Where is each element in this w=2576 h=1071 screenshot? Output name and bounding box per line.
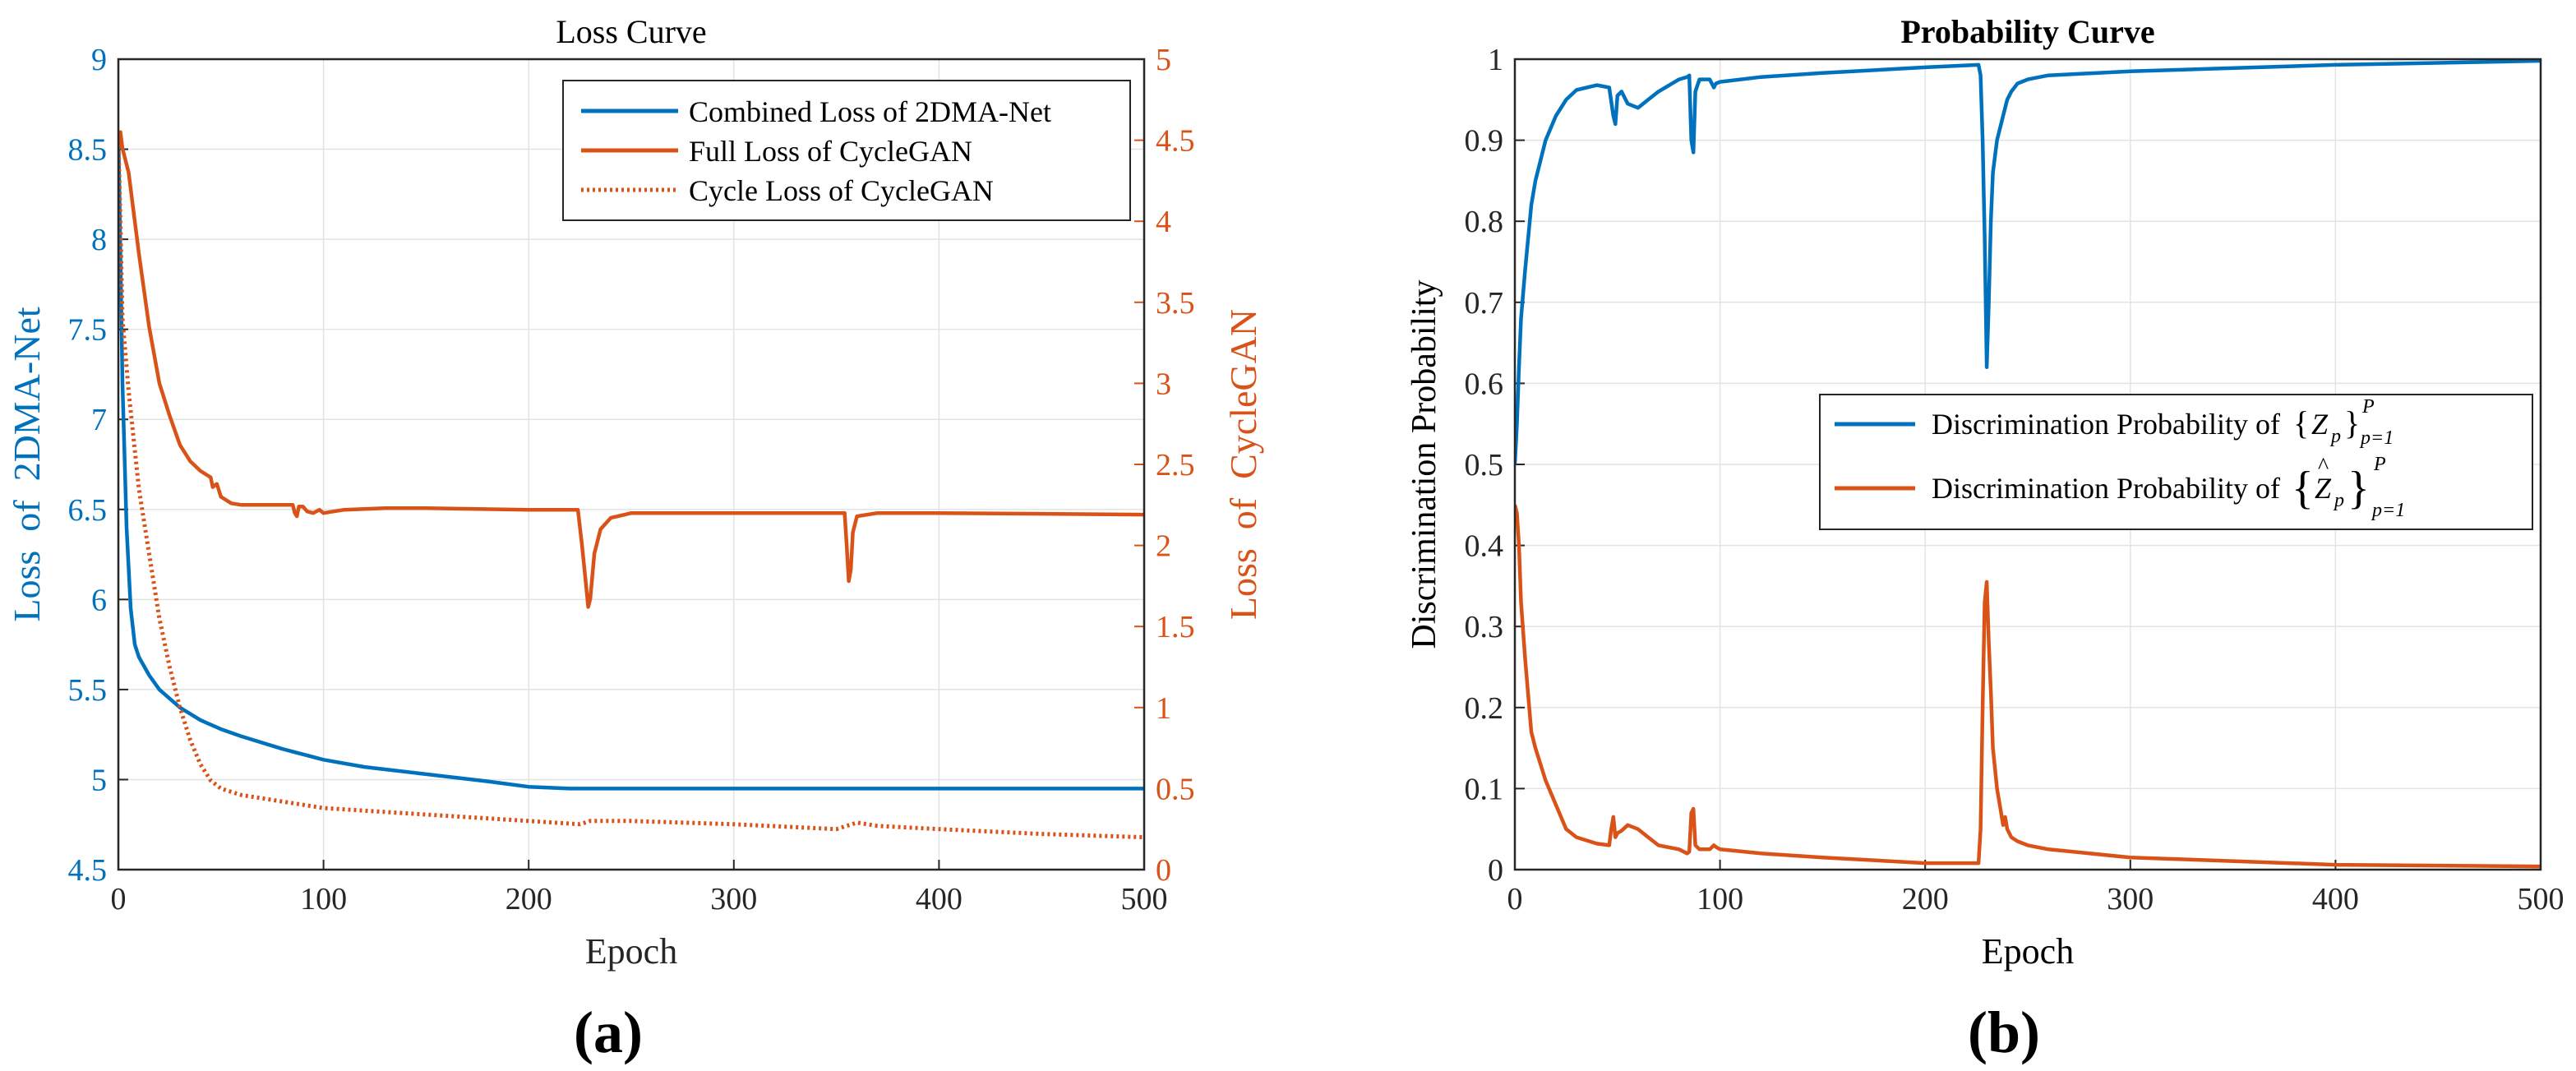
x-tick-label: 300 <box>710 882 757 916</box>
legend-label-cycle-loss: Cycle Loss of CycleGAN <box>689 174 994 207</box>
y-tick-label: 5.5 <box>68 673 108 708</box>
y-right-tick-label: 4.5 <box>1156 124 1195 159</box>
y-tick-label: 8 <box>91 223 107 257</box>
legend-label-z: Discrimination Probability of <box>1932 408 2287 441</box>
y-right-tick-label: 1 <box>1156 691 1171 726</box>
y-tick-label: 0.4 <box>1465 529 1504 564</box>
panel-label-b: (b) <box>1968 999 2040 1065</box>
math-P-superscript: P <box>2361 396 2375 418</box>
y-right-tick-label: 2.5 <box>1156 448 1195 482</box>
y-right-tick-label: 3 <box>1156 367 1171 401</box>
axes-box-b <box>1513 58 2542 871</box>
y-tick-label: 7.5 <box>68 313 108 348</box>
math-P-superscript-2: P <box>2373 454 2386 475</box>
legend-a: Combined Loss of 2DMA-Net Full Loss of C… <box>562 80 1131 221</box>
x-tick-label: 400 <box>2312 882 2359 916</box>
y-right-tick-label: 4 <box>1156 205 1171 239</box>
y-tick-labels-b: 0 0.1 0.2 0.3 0.4 0.5 0.6 0.7 0.8 0.9 1 <box>1465 43 1504 888</box>
y-tick-label: 0.6 <box>1465 367 1504 401</box>
legend-label-combined-loss: Combined Loss of 2DMA-Net <box>689 95 1051 128</box>
x-tick-label: 200 <box>506 882 552 916</box>
big-brace-close-icon: } <box>2347 463 2370 514</box>
x-tick-label: 0 <box>1507 882 1523 916</box>
y-right-tick-labels-a: 0 0.5 1 1.5 2 2.5 3 3.5 4 4.5 5 <box>1156 43 1195 888</box>
hat-icon: ^ <box>2318 454 2329 479</box>
big-brace-open-icon: { <box>2292 463 2314 514</box>
series-group-b <box>1515 59 2541 869</box>
legend-b: Discrimination Probability of { Z p } P … <box>1819 394 2533 530</box>
chart-title-b: Probability Curve <box>1900 13 2154 50</box>
x-axis-label-b: Epoch <box>1982 931 2074 972</box>
y-tick-label: 6 <box>91 583 107 617</box>
legend-math-zhat: { ^ Z p } P p=1 <box>2292 454 2405 521</box>
math-eq-subscript: p=1 <box>2359 427 2394 449</box>
y-tick-label: 1 <box>1488 43 1503 77</box>
y-right-tick-label: 5 <box>1156 43 1171 77</box>
y-right-tick-label: 3.5 <box>1156 286 1195 321</box>
x-tick-label: 400 <box>916 882 963 916</box>
x-tick-label: 500 <box>2518 882 2564 916</box>
x-tick-label: 300 <box>2107 882 2154 916</box>
math-p-subscript: p <box>2329 426 2341 447</box>
x-tick-label: 0 <box>111 882 127 916</box>
y-tick-label: 0.8 <box>1465 205 1504 239</box>
y-tick-label: 0.7 <box>1465 286 1504 321</box>
brace-close-icon: } <box>2344 404 2360 441</box>
panel-b-probability-curve: 0 100 200 300 400 500 00.10.20.30.40.50.60.70… <box>1406 13 2564 1065</box>
math-eq-subscript-2: p=1 <box>2371 500 2405 521</box>
y-tick-label: 0.2 <box>1465 691 1504 726</box>
x-axis-label-a: Epoch <box>585 931 677 972</box>
y-tick-label: 0 <box>1488 853 1503 888</box>
panel-a-loss-curve: 0 100 200 300 400 500 4.555.566.577.588.59 00… <box>6 13 1264 1065</box>
legend-label-full-loss: Full Loss of CycleGAN <box>689 135 972 168</box>
brace-open-icon: { <box>2293 404 2309 441</box>
legend-math-z: { Z p } P p=1 <box>2293 396 2394 449</box>
x-tick-label: 500 <box>1121 882 1168 916</box>
legend-label-zhat: Discrimination Probability of <box>1932 472 2287 505</box>
series-line-discrimination-probability-of-zp-p-1-p <box>1515 59 2541 465</box>
chart-title-a: Loss Curve <box>556 13 706 50</box>
series-line-combined-loss-of-2dma-net <box>118 131 1144 791</box>
series-line-cycle-loss-of-cyclegan <box>118 140 1144 840</box>
y-tick-label: 9 <box>91 43 107 77</box>
y-axis-label-b: Discrimination Probability <box>1406 279 1443 649</box>
x-tick-labels-b: 0 100 200 300 400 500 <box>1507 882 2564 916</box>
math-zhat-symbol: Z <box>2315 472 2332 505</box>
series-line-full-loss-of-cyclegan <box>118 130 1144 609</box>
math-z-symbol: Z <box>2311 408 2329 441</box>
y-left-tick-labels-a: 4.5 5 5.5 6 6.5 7 7.5 8 8.5 9 <box>68 43 108 888</box>
panel-label-a: (a) <box>574 999 643 1065</box>
y-right-tick-label: 1.5 <box>1156 610 1195 644</box>
y-left-axis-label-a: Loss of 2DMA-Net <box>6 307 48 622</box>
y-right-tick-label: 0.5 <box>1156 772 1195 806</box>
series-line-discrimination-probability-of-p-p-1-p <box>1515 504 2541 869</box>
y-tick-label: 0.9 <box>1465 124 1504 159</box>
y-tick-label: 4.5 <box>68 853 108 888</box>
x-tick-label: 200 <box>1902 882 1949 916</box>
y-right-tick-label: 2 <box>1156 529 1171 564</box>
y-tick-label: 8.5 <box>68 133 108 168</box>
legend-box-b <box>1819 394 2533 530</box>
y-tick-label: 6.5 <box>68 493 108 528</box>
y-tick-label: 0.1 <box>1465 772 1504 806</box>
y-tick-label: 5 <box>91 763 107 797</box>
y-tick-label: 7 <box>91 403 107 437</box>
series-group-a <box>118 130 1144 840</box>
axes-box-a <box>117 58 1146 871</box>
x-tick-labels-a: 0 100 200 300 400 500 <box>111 882 1168 916</box>
y-tick-label: 0.3 <box>1465 610 1504 644</box>
y-tick-label: 0.5 <box>1465 448 1504 482</box>
y-right-tick-label: 0 <box>1156 853 1171 888</box>
y-right-axis-label-a: Loss of CycleGAN <box>1222 309 1264 620</box>
math-p-subscript-2: p <box>2333 490 2344 511</box>
x-tick-label: 100 <box>300 882 347 916</box>
x-tick-label: 100 <box>1697 882 1743 916</box>
